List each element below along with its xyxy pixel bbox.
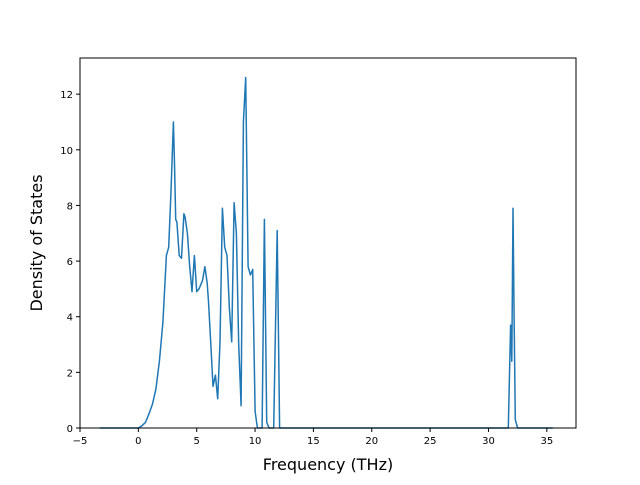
x-tick-label: 35 [540,436,553,447]
y-tick-label: 4 [67,313,73,324]
x-axis-title: Frequency (THz) [263,455,393,474]
x-tick-label: 5 [194,436,200,447]
y-tick-label: 2 [67,368,73,379]
y-tick-label: 6 [67,257,73,268]
x-tick-label: 15 [307,436,320,447]
x-tick-label: 25 [424,436,437,447]
y-tick-label: 8 [67,201,73,212]
x-tick-label: −5 [73,436,88,447]
x-tick-label: 20 [365,436,378,447]
x-tick-label: 30 [482,436,495,447]
x-axis: −5 0 5 10 15 20 25 30 35 [73,428,553,447]
x-tick-label: 0 [135,436,141,447]
plot-frame [79,57,577,429]
y-axis: 0 2 4 6 8 10 12 [60,90,80,435]
y-axis-title: Density of States [27,174,46,311]
y-tick-label: 12 [60,90,73,101]
y-tick-label: 0 [67,424,73,435]
x-tick-label: 10 [249,436,262,447]
y-tick-label: 10 [60,146,73,157]
